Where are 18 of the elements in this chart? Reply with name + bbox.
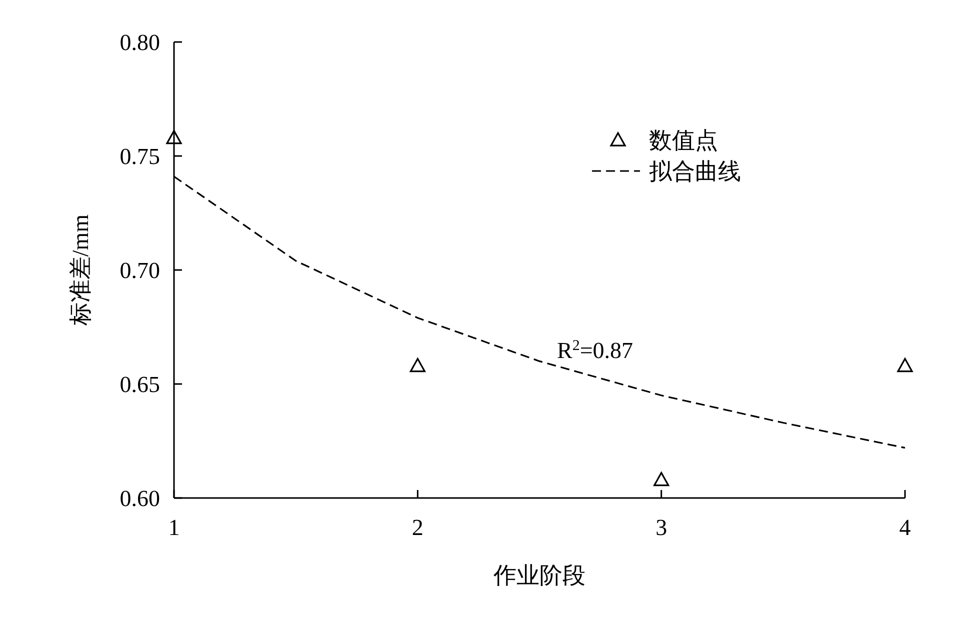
point bbox=[897, 358, 913, 372]
point bbox=[410, 358, 426, 372]
point bbox=[166, 130, 182, 144]
y-tick-label: 0.60 bbox=[120, 486, 160, 511]
legend-label: 数值点 bbox=[649, 128, 718, 153]
y-tick-label: 0.65 bbox=[120, 372, 160, 397]
y-tick-label: 0.75 bbox=[120, 144, 160, 169]
y-tick-label: 0.70 bbox=[120, 258, 160, 283]
x-tick-label: 1 bbox=[168, 515, 180, 540]
x-tick-label: 2 bbox=[412, 515, 424, 540]
y-axis-title: 标准差/mm bbox=[68, 214, 93, 327]
x-tick-label: 3 bbox=[656, 515, 668, 540]
x-axis-title: 作业阶段 bbox=[492, 563, 586, 588]
legend-label: 拟合曲线 bbox=[649, 159, 741, 184]
x-tick-label: 4 bbox=[899, 515, 912, 540]
annotation: R$^{2}$=0.87 bbox=[557, 338, 634, 363]
y-tick-label: 0.80 bbox=[120, 30, 160, 55]
point bbox=[654, 472, 670, 486]
